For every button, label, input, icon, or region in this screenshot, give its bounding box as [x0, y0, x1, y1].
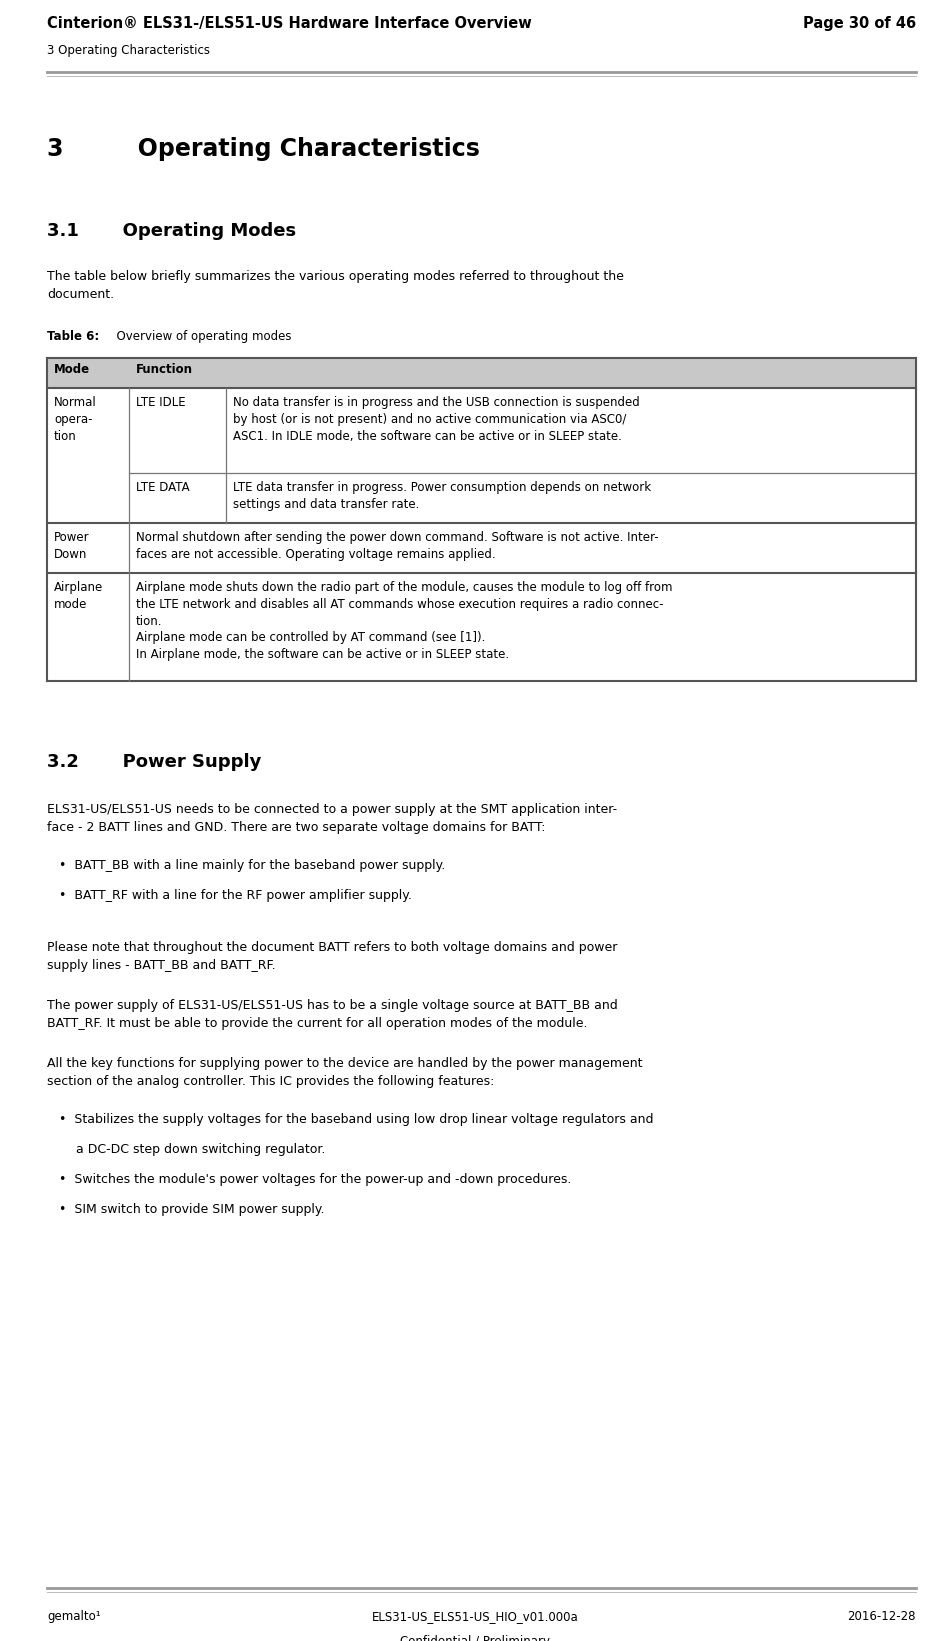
- Text: Power
Down: Power Down: [54, 532, 89, 561]
- Text: All the key functions for supplying power to the device are handled by the power: All the key functions for supplying powe…: [47, 1057, 643, 1088]
- Text: Normal
opera-
tion: Normal opera- tion: [54, 395, 97, 443]
- Text: Normal shutdown after sending the power down command. Software is not active. In: Normal shutdown after sending the power …: [136, 532, 659, 561]
- Text: LTE DATA: LTE DATA: [136, 481, 189, 494]
- Text: Page 30 of 46: Page 30 of 46: [803, 16, 916, 31]
- Text: Function: Function: [136, 364, 193, 376]
- Text: LTE IDLE: LTE IDLE: [136, 395, 185, 409]
- Text: The power supply of ELS31-US/ELS51-US has to be a single voltage source at BATT_: The power supply of ELS31-US/ELS51-US ha…: [47, 999, 618, 1031]
- Text: 3 Operating Characteristics: 3 Operating Characteristics: [47, 44, 210, 57]
- Text: •  Switches the module's power voltages for the power-up and -down procedures.: • Switches the module's power voltages f…: [59, 1173, 572, 1186]
- Text: Cinterion® ELS31-/ELS51-US Hardware Interface Overview: Cinterion® ELS31-/ELS51-US Hardware Inte…: [47, 16, 532, 31]
- Text: No data transfer is in progress and the USB connection is suspended
by host (or : No data transfer is in progress and the …: [233, 395, 640, 443]
- Text: The table below briefly summarizes the various operating modes referred to throu: The table below briefly summarizes the v…: [47, 271, 624, 302]
- Text: 3         Operating Characteristics: 3 Operating Characteristics: [47, 136, 480, 161]
- Text: 2016-12-28: 2016-12-28: [847, 1610, 916, 1623]
- Text: •  BATT_BB with a line mainly for the baseband power supply.: • BATT_BB with a line mainly for the bas…: [59, 858, 445, 871]
- Text: •  SIM switch to provide SIM power supply.: • SIM switch to provide SIM power supply…: [59, 1203, 324, 1216]
- Text: Confidential / Preliminary: Confidential / Preliminary: [400, 1634, 551, 1641]
- Text: 3.2       Power Supply: 3.2 Power Supply: [47, 753, 262, 771]
- Text: a DC-DC step down switching regulator.: a DC-DC step down switching regulator.: [76, 1144, 325, 1155]
- Text: Table 6:: Table 6:: [47, 330, 99, 343]
- Text: Please note that throughout the document BATT refers to both voltage domains and: Please note that throughout the document…: [47, 940, 617, 973]
- Text: Mode: Mode: [54, 364, 90, 376]
- Text: gemalto¹: gemalto¹: [47, 1610, 101, 1623]
- Text: Airplane
mode: Airplane mode: [54, 581, 104, 610]
- Text: 3.1       Operating Modes: 3.1 Operating Modes: [47, 222, 296, 240]
- Bar: [47, 358, 916, 387]
- Text: Overview of operating modes: Overview of operating modes: [109, 330, 292, 343]
- Text: ELS31-US/ELS51-US needs to be connected to a power supply at the SMT application: ELS31-US/ELS51-US needs to be connected …: [47, 802, 617, 835]
- Text: Airplane mode shuts down the radio part of the module, causes the module to log : Airplane mode shuts down the radio part …: [136, 581, 672, 661]
- Text: •  Stabilizes the supply voltages for the baseband using low drop linear voltage: • Stabilizes the supply voltages for the…: [59, 1113, 653, 1126]
- Text: LTE data transfer in progress. Power consumption depends on network
settings and: LTE data transfer in progress. Power con…: [233, 481, 651, 510]
- Text: ELS31-US_ELS51-US_HIO_v01.000a: ELS31-US_ELS51-US_HIO_v01.000a: [372, 1610, 579, 1623]
- Text: •  BATT_RF with a line for the RF power amplifier supply.: • BATT_RF with a line for the RF power a…: [59, 889, 412, 903]
